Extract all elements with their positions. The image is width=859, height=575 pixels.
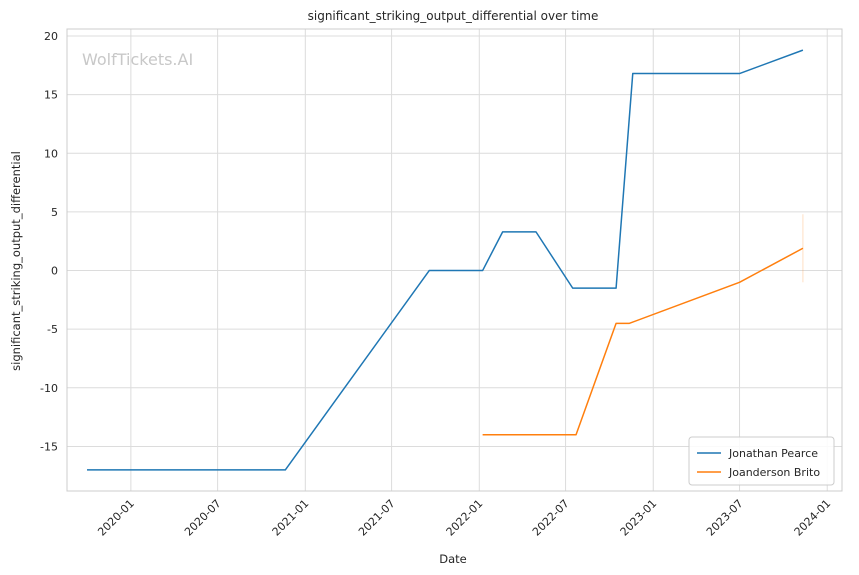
y-tick-label: 10 — [44, 147, 58, 160]
series-line-joanderson-brito — [482, 247, 804, 436]
series-line-jonathan-pearce — [87, 49, 804, 471]
x-axis-label: Date — [439, 552, 467, 566]
y-tick-label: -10 — [40, 382, 58, 395]
watermark: WolfTickets.AI — [82, 50, 193, 69]
y-tick-label: 0 — [51, 265, 58, 278]
y-tick-label: 15 — [44, 89, 58, 102]
y-tick-label: -5 — [47, 323, 58, 336]
series-layer — [87, 49, 804, 471]
chart-title: significant_striking_output_differential… — [308, 9, 599, 23]
y-axis-label: significant_striking_output_differential — [9, 151, 23, 371]
y-tick-label: 20 — [44, 30, 58, 43]
y-tick-label: -15 — [40, 440, 58, 453]
legend-label-jonathan-pearce: Jonathan Pearce — [728, 447, 818, 460]
plot-frame — [66, 28, 843, 492]
y-tick-label: 5 — [51, 206, 58, 219]
legend: Jonathan Pearce Joanderson Brito — [688, 436, 835, 486]
legend-label-joanderson-brito: Joanderson Brito — [728, 466, 820, 479]
y-tick-labels: 20 15 10 5 0 -5 -10 -15 — [40, 30, 58, 453]
legend-box — [688, 436, 835, 486]
